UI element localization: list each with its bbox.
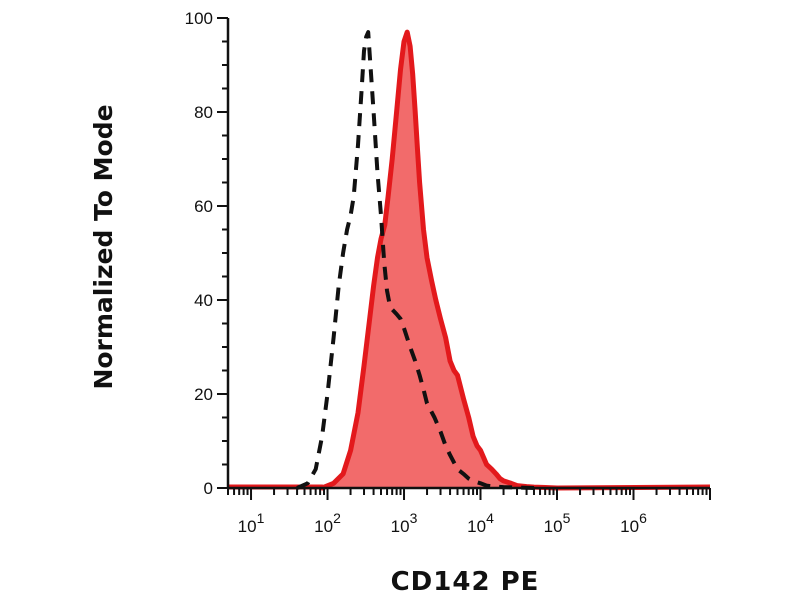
x-axis: 101 102 103 104 105 106 (227, 486, 711, 536)
y-tick-label: 60 (194, 197, 213, 216)
y-axis-title: Normalized To Mode (89, 104, 118, 389)
x-tick-label: 103 (391, 510, 418, 536)
y-tick-label: 40 (194, 291, 213, 310)
y-tick-label: 0 (204, 479, 213, 498)
stained-histogram-line (228, 29, 711, 491)
y-tick-label: 100 (185, 9, 213, 28)
y-tick-label: 20 (194, 385, 213, 404)
x-axis-title: CD142 PE (391, 567, 540, 597)
y-axis: 0 20 40 60 80 100 (185, 9, 230, 498)
x-tick-label: 102 (314, 510, 341, 536)
x-tick-label: 101 (238, 510, 265, 536)
x-tick-label: 105 (544, 510, 571, 536)
y-tick-label: 80 (194, 103, 213, 122)
plot-area (228, 29, 711, 491)
x-tick-label: 106 (620, 510, 647, 536)
x-tick-label: 104 (467, 510, 494, 536)
control-histogram-line (296, 30, 535, 490)
